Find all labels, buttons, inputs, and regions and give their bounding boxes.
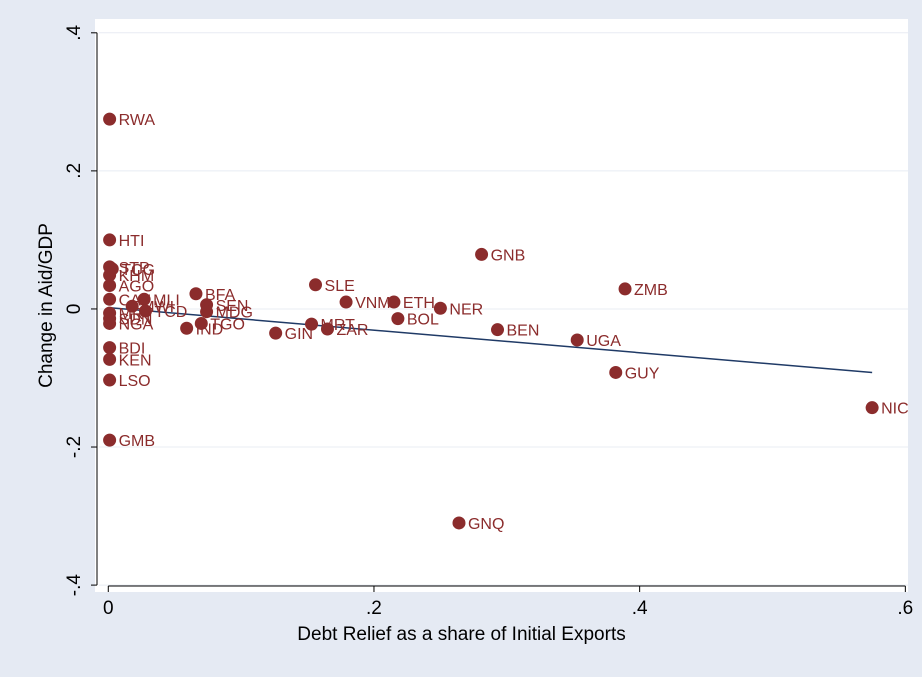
point-label: UGA — [586, 333, 621, 350]
scatter-point — [475, 247, 489, 261]
y-tick-label: .2 — [64, 163, 85, 179]
scatter-point — [103, 433, 117, 447]
scatter-point — [103, 316, 117, 330]
point-label: GIN — [285, 326, 313, 343]
scatter-point — [103, 373, 117, 387]
plot-area — [95, 19, 908, 592]
scatter-point — [865, 401, 879, 415]
scatter-point — [570, 333, 584, 347]
point-label: SDN — [119, 312, 153, 329]
scatter-point — [609, 365, 623, 379]
scatter-point — [200, 305, 214, 319]
point-label: MRT — [119, 306, 154, 323]
scatter-point — [103, 112, 117, 126]
fit-line — [108, 306, 873, 374]
y-tick-label: -.4 — [64, 574, 85, 597]
point-label: BFA — [205, 287, 236, 304]
point-label: BDI — [119, 341, 146, 358]
scatter-point — [618, 282, 632, 296]
point-label: LSO — [119, 373, 151, 390]
point-label: KEN — [119, 352, 152, 369]
point-label: ZAR — [336, 322, 368, 339]
x-tick-label: 0 — [103, 598, 114, 619]
point-label: MLI — [153, 292, 180, 309]
point-label: SEN — [216, 298, 249, 315]
point-label: HTI — [119, 233, 145, 250]
point-label: IND — [196, 321, 224, 338]
scatter-point — [103, 292, 117, 306]
y-tick-label: 0 — [64, 304, 85, 315]
x-tick-label: .6 — [897, 598, 913, 619]
scatter-point — [309, 278, 323, 292]
scatter-point — [452, 516, 466, 530]
grid-lines — [99, 32, 908, 586]
point-label: BEN — [507, 323, 540, 340]
scatter-point — [269, 326, 283, 340]
point-label: VNM — [355, 295, 391, 312]
point-label: GNB — [491, 247, 526, 264]
scatter-point — [194, 316, 208, 330]
point-label: TCD — [154, 304, 187, 321]
x-tick-label: .2 — [366, 598, 382, 619]
point-label: AGO — [119, 278, 155, 295]
point-label: SLE — [325, 278, 355, 295]
scatter-point — [387, 295, 401, 309]
point-label: GUY — [625, 365, 660, 382]
point-label: TGO — [210, 316, 245, 333]
x-tick-label: .4 — [632, 598, 648, 619]
scatter-point — [305, 317, 319, 331]
scatter-point — [103, 268, 117, 282]
y-tick-label: .4 — [64, 24, 85, 40]
x-axis-label: Debt Relief as a share of Initial Export… — [297, 624, 625, 645]
scatter-point — [189, 287, 203, 301]
point-label: KHM — [119, 268, 155, 285]
point-label: STP — [119, 260, 150, 277]
point-label: ETH — [403, 295, 435, 312]
point-label: ZMB — [634, 282, 668, 299]
data-points: RWAHTISTPTCGKHMAGOCAFMLIMWITCDMRTSDNNGAB… — [103, 112, 909, 533]
scatter-point — [138, 304, 152, 318]
scatter-point — [103, 278, 117, 292]
point-label: GNQ — [468, 516, 504, 533]
y-tick-label: -.2 — [64, 436, 85, 458]
point-label: GMB — [119, 433, 155, 450]
point-label: NIC — [881, 401, 909, 418]
scatter-point — [339, 295, 353, 309]
scatter-point — [125, 299, 139, 313]
point-label: TCG — [121, 262, 155, 279]
point-label: MDG — [216, 305, 253, 322]
point-label: NER — [449, 301, 483, 318]
scatter-point — [180, 321, 194, 335]
scatter-point — [433, 301, 447, 315]
point-label: NGA — [119, 316, 154, 333]
fit-line-group — [108, 306, 873, 374]
scatter-point — [491, 323, 505, 337]
point-label: BOL — [407, 312, 439, 329]
point-label: RWA — [119, 112, 156, 129]
scatter-point — [137, 292, 151, 306]
y-axis-label: Change in Aid/GDP — [36, 223, 57, 388]
scatter-point — [391, 312, 405, 326]
scatter-point — [103, 341, 117, 355]
axes: -.4 -.2 0 .2 .4 0 .2 .4 .6 — [64, 24, 913, 619]
scatter-point — [103, 352, 117, 366]
scatter-point — [103, 233, 117, 247]
scatter-point — [320, 322, 334, 336]
